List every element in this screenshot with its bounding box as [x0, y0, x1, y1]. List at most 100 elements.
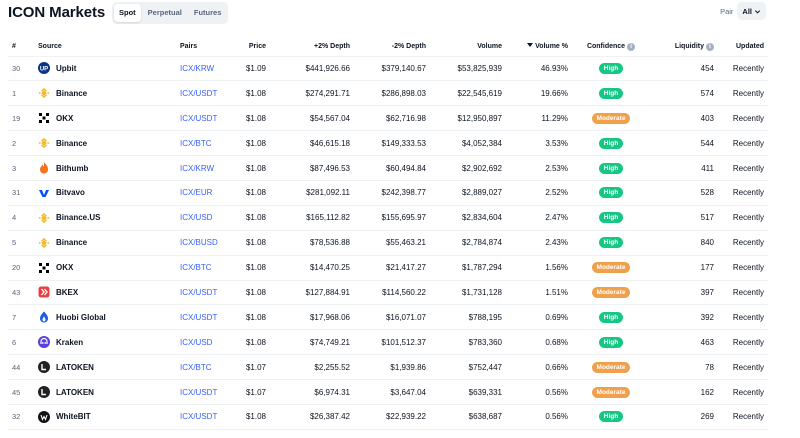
table-row[interactable]: 45 LATOKEN ICX/USDT $1.07 $6,974.31 $3,647.04…	[8, 379, 768, 405]
table-row[interactable]: 30 UP Upbit ICX/KRW $1.09 $441,926.66 $379,140…	[8, 56, 768, 82]
confidence-badge: High	[598, 237, 624, 249]
row-source-name: Binance.US	[56, 213, 101, 223]
tab-perpetual[interactable]: Perpetual	[147, 8, 182, 17]
pair-link[interactable]: ICX/USDT	[180, 287, 218, 297]
pair-link[interactable]: ICX/USDT	[180, 113, 218, 123]
row-source[interactable]: LATOKEN	[34, 379, 176, 405]
row-source[interactable]: WhiteBIT	[34, 404, 176, 430]
col-plus-depth-header[interactable]: +2% Depth	[270, 38, 354, 57]
row-confidence: Moderate	[572, 280, 650, 306]
pair-link[interactable]: ICX/USD	[180, 213, 213, 223]
row-updated: Recently	[718, 155, 768, 181]
row-updated: Recently	[718, 180, 768, 206]
row-minus-depth: $155,695.97	[354, 205, 430, 231]
col-source-header[interactable]: Source	[34, 38, 176, 57]
row-source[interactable]: LATOKEN	[34, 354, 176, 381]
table-row[interactable]: 19 OKX ICX/USDT $1.08 $54,567.04 $62,716.98 $1…	[8, 105, 768, 132]
tab-futures[interactable]: Futures	[193, 8, 222, 17]
bkex-logo-icon	[38, 286, 50, 298]
tab-spot[interactable]: Spot	[114, 4, 141, 22]
row-volume-pct: 0.66%	[506, 354, 572, 381]
table-row[interactable]: 7 Huobi Global ICX/USDT $1.08 $17,968.06 $16,…	[8, 304, 768, 331]
table-row[interactable]: 20 OKX ICX/BTC $1.08 $14,470.25 $21,417.27 $1,…	[8, 255, 768, 281]
row-volume: $783,360	[430, 329, 506, 356]
confidence-badge: Moderate	[591, 262, 631, 274]
col-minus-depth-header[interactable]: -2% Depth	[354, 38, 430, 57]
row-source[interactable]: OKX	[34, 105, 176, 132]
binance-logo-icon	[38, 87, 50, 99]
row-source[interactable]: BKEX	[34, 280, 176, 306]
row-source[interactable]: Bithumb	[34, 155, 176, 181]
pair-link[interactable]: ICX/BTC	[180, 263, 212, 273]
pair-link[interactable]: ICX/BUSD	[180, 238, 218, 248]
pair-link[interactable]: ICX/EUR	[180, 188, 213, 198]
table-row[interactable]: 5 Binance ICX/BUSD $1.08 $78,536.88 $55,463.2…	[8, 230, 768, 256]
pair-link[interactable]: ICX/USDT	[180, 387, 218, 397]
table-row[interactable]: 43 BKEX ICX/USDT $1.08 $127,884.91 $114,560.2…	[8, 280, 768, 306]
row-pair: ICX/KRW	[176, 56, 232, 82]
row-minus-depth: $379,140.67	[354, 56, 430, 82]
row-updated: Recently	[718, 280, 768, 306]
col-confidence-header[interactable]: Confidence i	[572, 38, 650, 57]
row-source[interactable]: Kraken	[34, 329, 176, 356]
pair-link[interactable]: ICX/BTC	[180, 138, 212, 148]
row-liquidity: 397	[650, 280, 718, 306]
row-updated: Recently	[718, 105, 768, 132]
row-price: $1.08	[232, 180, 270, 206]
col-pairs-header[interactable]: Pairs	[176, 38, 232, 57]
row-rank: 7	[8, 304, 34, 331]
pair-link[interactable]: ICX/USD	[180, 337, 213, 347]
confidence-badge: Moderate	[591, 286, 631, 298]
pair-link[interactable]: ICX/USDT	[180, 312, 218, 322]
row-liquidity: 403	[650, 105, 718, 132]
row-pair: ICX/BTC	[176, 130, 232, 157]
row-price: $1.09	[232, 56, 270, 82]
row-source[interactable]: UP Upbit	[34, 56, 176, 82]
table-row[interactable]: 31 Bitvavo ICX/EUR $1.08 $281,092.11 $242,398…	[8, 180, 768, 206]
row-updated: Recently	[718, 404, 768, 430]
table-row[interactable]: 3 Bithumb ICX/KRW $1.08 $87,496.53 $60,494.84…	[8, 155, 768, 181]
pair-link[interactable]: ICX/KRW	[180, 163, 215, 173]
row-minus-depth: $22,939.22	[354, 404, 430, 430]
row-source[interactable]: Huobi Global	[34, 304, 176, 331]
row-minus-depth: $16,071.07	[354, 304, 430, 331]
row-confidence: Moderate	[572, 105, 650, 132]
row-source[interactable]: Bitvavo	[34, 180, 176, 206]
row-minus-depth: $149,333.53	[354, 130, 430, 157]
col-price-header[interactable]: Price	[232, 38, 270, 57]
row-pair: ICX/USD	[176, 205, 232, 231]
row-liquidity: 162	[650, 379, 718, 405]
pair-link[interactable]: ICX/KRW	[180, 63, 215, 73]
col-updated-header[interactable]: Updated	[718, 38, 768, 57]
row-plus-depth: $54,567.04	[270, 105, 354, 132]
row-volume-pct: 2.53%	[506, 155, 572, 181]
info-icon[interactable]: i	[627, 42, 636, 51]
row-source[interactable]: Binance	[34, 130, 176, 157]
col-volume-header[interactable]: Volume	[430, 38, 506, 57]
row-rank: 3	[8, 155, 34, 181]
col-liquidity-header[interactable]: Liquidity i	[650, 38, 718, 57]
col-volume-pct-header[interactable]: Volume %	[506, 38, 572, 57]
row-plus-depth: $165,112.82	[270, 205, 354, 231]
row-source[interactable]: Binance	[34, 80, 176, 107]
table-row[interactable]: 2 Binance ICX/BTC $1.08 $46,615.18 $149,333.5…	[8, 130, 768, 157]
row-source[interactable]: OKX	[34, 255, 176, 281]
table-row[interactable]: 6 Kraken ICX/USD $1.08 $74,749.21 $101,512.37…	[8, 329, 768, 356]
col-rank-header[interactable]: #	[8, 38, 34, 57]
row-rank: 20	[8, 255, 34, 281]
row-minus-depth: $242,398.77	[354, 180, 430, 206]
table-row[interactable]: 44 LATOKEN ICX/BTC $1.07 $2,255.52 $1,939.86 $…	[8, 354, 768, 381]
row-source[interactable]: Binance	[34, 230, 176, 256]
row-confidence: High	[572, 404, 650, 430]
row-updated: Recently	[718, 304, 768, 331]
table-row[interactable]: 32 WhiteBIT ICX/USDT $1.08 $26,387.42 $22,939…	[8, 404, 768, 430]
table-row[interactable]: 1 Binance ICX/USDT $1.08 $274,291.71 $286,898…	[8, 80, 768, 107]
table-row[interactable]: 4 Binance.US ICX/USD $1.08 $165,112.82 $155,6…	[8, 205, 768, 231]
pair-link[interactable]: ICX/USDT	[180, 412, 218, 422]
pair-link[interactable]: ICX/BTC	[180, 362, 212, 372]
row-plus-depth: $281,092.11	[270, 180, 354, 206]
row-source[interactable]: Binance.US	[34, 205, 176, 231]
info-icon[interactable]: i	[706, 42, 714, 51]
pair-link[interactable]: ICX/USDT	[180, 88, 218, 98]
pair-select[interactable]: All	[737, 2, 766, 20]
